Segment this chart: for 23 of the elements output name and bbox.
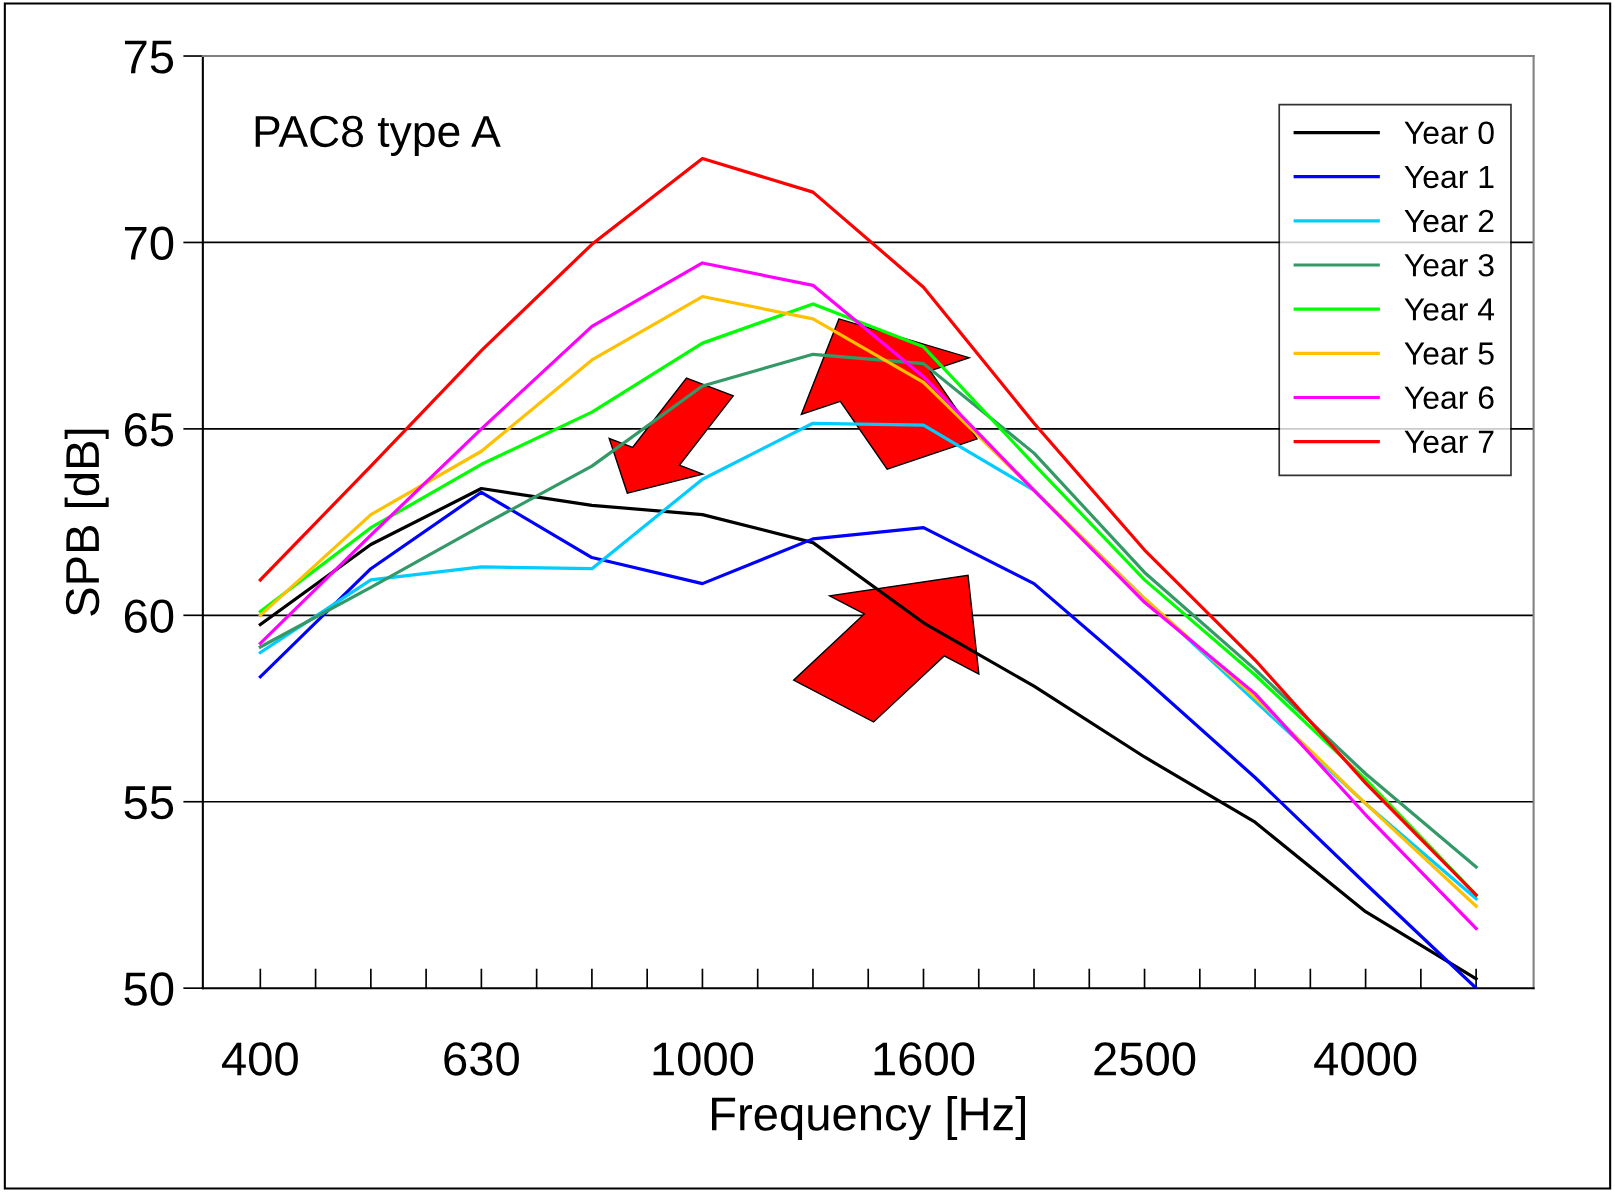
x-tick-label: 4000 — [1314, 1042, 1417, 1076]
x-tick-label: 630 — [444, 1042, 519, 1076]
legend-label: Year 6 — [1404, 386, 1494, 409]
y-tick-label: 65 — [124, 413, 174, 447]
legend-label: Year 3 — [1404, 253, 1494, 277]
annotation: PAC8 type A — [255, 115, 501, 156]
legend-label: Year 4 — [1404, 298, 1495, 321]
x-tick-label: 2500 — [1094, 1042, 1196, 1076]
x-axis-title: Frequency [Hz] — [712, 1096, 1025, 1141]
legend-label: Year 2 — [1404, 209, 1494, 233]
y-tick-label: 55 — [124, 786, 174, 820]
legend-label: Year 5 — [1404, 342, 1494, 365]
y-tick-label: 50 — [124, 972, 174, 1006]
legend-label: Year 1 — [1404, 165, 1494, 189]
x-tick-label: 1000 — [653, 1042, 754, 1076]
legend-label: Year 0 — [1404, 121, 1494, 145]
y-tick-label: 75 — [124, 40, 174, 74]
x-tick-label: 400 — [222, 1042, 298, 1076]
legend-label: Year 7 — [1404, 430, 1494, 454]
y-tick-label: 60 — [124, 599, 174, 633]
y-tick-label: 70 — [124, 226, 174, 261]
y-axis-title: SPB [dB] — [64, 429, 109, 616]
x-tick-label: 1600 — [874, 1042, 975, 1076]
